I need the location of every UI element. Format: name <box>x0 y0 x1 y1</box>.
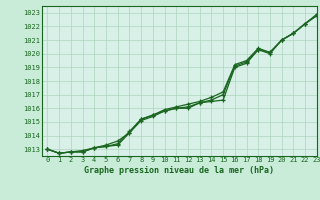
X-axis label: Graphe pression niveau de la mer (hPa): Graphe pression niveau de la mer (hPa) <box>84 166 274 175</box>
